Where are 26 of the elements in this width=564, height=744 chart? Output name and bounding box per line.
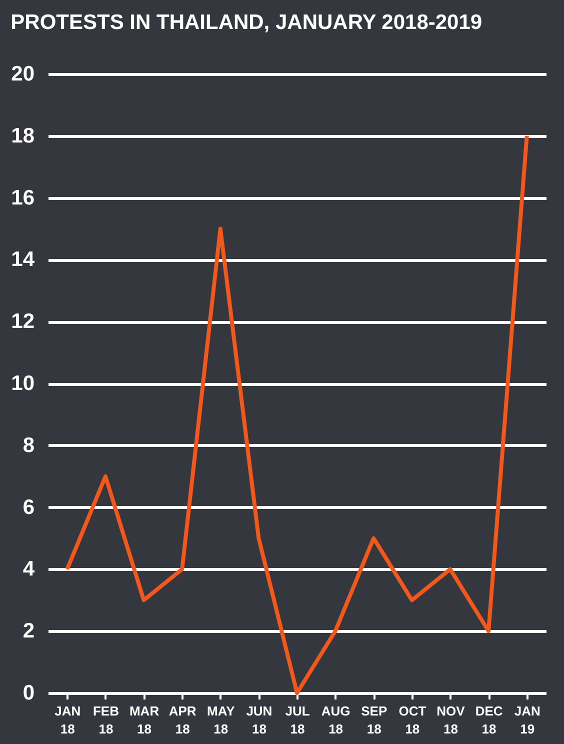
x-tick-label: SEP 18	[361, 704, 388, 736]
y-tick-label: 14	[11, 248, 35, 272]
chart-title: PROTESTS IN THAILAND, JANUARY 2018-2019	[10, 11, 482, 34]
x-tick-label: JAN 18	[54, 704, 81, 736]
y-tick-label: 16	[11, 186, 34, 210]
x-tick-label: JUN 18	[246, 704, 272, 736]
x-tick-label: AUG 18	[321, 704, 350, 736]
y-tick-label: 2	[22, 620, 34, 643]
y-tick-label: 0	[22, 682, 34, 704]
y-tick-label: 12	[11, 310, 34, 334]
x-tick-label: MAR 18	[129, 704, 160, 736]
y-tick-label: 18	[11, 124, 35, 148]
x-tick-label: NOV 18	[436, 704, 466, 736]
x-tick-label: OCT 18	[398, 704, 426, 736]
line-series	[65, 134, 529, 695]
x-tick-label: MAY 18	[207, 704, 236, 736]
x-tick-label: APR 18	[168, 704, 197, 736]
y-tick-label: 8	[22, 434, 35, 457]
y-tick-label: 20	[11, 62, 34, 86]
y-tick-label: 10	[11, 372, 34, 395]
x-tick-label: FEB 18	[92, 704, 119, 736]
y-tick-label: 4	[22, 558, 35, 581]
x-tick-label: JAN 19	[514, 704, 540, 736]
y-tick-label: 6	[22, 496, 34, 519]
x-tick-label: JUL 18	[285, 704, 310, 736]
x-tick-label: DEC 18	[475, 704, 504, 736]
